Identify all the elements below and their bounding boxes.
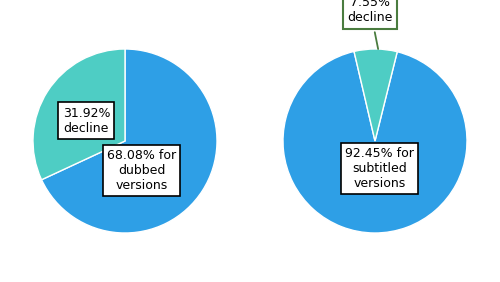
Text: 68.08% for
dubbed
versions: 68.08% for dubbed versions — [107, 149, 176, 192]
Wedge shape — [42, 49, 217, 233]
Wedge shape — [33, 49, 125, 180]
Text: 92.45% for
subtitled
versions: 92.45% for subtitled versions — [345, 147, 414, 190]
Wedge shape — [283, 51, 467, 233]
Text: 7.55%
decline: 7.55% decline — [348, 0, 393, 49]
Wedge shape — [354, 49, 398, 141]
Text: 31.92%
decline: 31.92% decline — [62, 107, 110, 135]
